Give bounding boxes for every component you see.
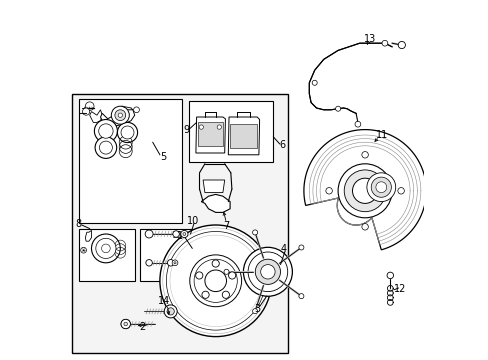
Circle shape — [354, 121, 360, 127]
Circle shape — [352, 178, 377, 203]
Bar — [79, 99, 181, 223]
Polygon shape — [303, 130, 426, 250]
Circle shape — [91, 234, 120, 263]
Bar — [79, 229, 134, 281]
Bar — [188, 101, 273, 162]
Circle shape — [164, 305, 177, 318]
Circle shape — [81, 247, 86, 253]
Text: 14: 14 — [158, 296, 170, 306]
Circle shape — [117, 122, 137, 143]
Circle shape — [252, 230, 257, 235]
Text: 4: 4 — [280, 244, 286, 254]
Circle shape — [344, 170, 385, 212]
Circle shape — [195, 272, 203, 279]
Circle shape — [96, 238, 116, 258]
Circle shape — [361, 152, 367, 158]
Text: 5: 5 — [160, 152, 166, 162]
Circle shape — [189, 255, 241, 307]
Text: 10: 10 — [187, 216, 199, 226]
Circle shape — [199, 125, 203, 129]
Text: 12: 12 — [393, 284, 406, 294]
Circle shape — [335, 106, 340, 111]
Circle shape — [397, 41, 405, 49]
Text: 6: 6 — [279, 140, 285, 150]
Circle shape — [252, 309, 257, 314]
Circle shape — [99, 141, 112, 154]
Circle shape — [386, 272, 393, 279]
Circle shape — [172, 260, 178, 266]
Circle shape — [121, 126, 134, 139]
Circle shape — [167, 260, 174, 266]
Circle shape — [172, 231, 179, 237]
Polygon shape — [85, 230, 91, 241]
Circle shape — [337, 164, 391, 218]
Circle shape — [381, 40, 387, 46]
Text: 2: 2 — [139, 322, 145, 332]
Circle shape — [298, 294, 303, 299]
Circle shape — [202, 291, 209, 298]
Circle shape — [204, 270, 226, 292]
Polygon shape — [89, 110, 102, 122]
Circle shape — [194, 259, 237, 302]
Polygon shape — [101, 110, 134, 126]
Circle shape — [145, 260, 152, 266]
Polygon shape — [203, 180, 224, 193]
Circle shape — [222, 291, 229, 298]
Circle shape — [375, 182, 386, 193]
Circle shape — [228, 272, 235, 279]
Circle shape — [145, 230, 153, 238]
Circle shape — [174, 262, 176, 264]
Circle shape — [118, 113, 122, 117]
Circle shape — [247, 252, 287, 292]
Polygon shape — [201, 194, 230, 212]
Bar — [72, 94, 287, 353]
Circle shape — [217, 125, 221, 129]
Circle shape — [121, 319, 130, 329]
Circle shape — [111, 106, 129, 124]
Text: 11: 11 — [375, 130, 387, 140]
Circle shape — [167, 308, 174, 315]
Circle shape — [123, 322, 127, 326]
Circle shape — [325, 188, 332, 194]
Circle shape — [361, 224, 367, 230]
Circle shape — [183, 233, 185, 235]
Bar — [230, 124, 256, 148]
Text: 3: 3 — [254, 304, 261, 314]
Circle shape — [255, 259, 280, 284]
Text: 8: 8 — [75, 219, 81, 229]
Circle shape — [366, 173, 395, 202]
Text: 13: 13 — [363, 33, 375, 44]
Text: 7: 7 — [223, 221, 229, 231]
Circle shape — [212, 260, 219, 267]
Circle shape — [133, 107, 139, 113]
Bar — [140, 229, 196, 281]
Polygon shape — [228, 117, 259, 155]
Bar — [197, 122, 223, 146]
Circle shape — [298, 245, 303, 250]
Circle shape — [243, 247, 292, 296]
Circle shape — [95, 137, 117, 158]
Circle shape — [311, 80, 317, 85]
Circle shape — [260, 265, 275, 279]
Circle shape — [160, 225, 271, 337]
Circle shape — [181, 230, 187, 238]
Circle shape — [224, 269, 228, 274]
Text: 1: 1 — [176, 231, 183, 241]
Circle shape — [370, 177, 390, 197]
Text: 9: 9 — [183, 125, 189, 135]
Circle shape — [121, 319, 130, 329]
Polygon shape — [196, 117, 225, 153]
Circle shape — [397, 188, 404, 194]
Circle shape — [94, 120, 117, 143]
Circle shape — [102, 244, 110, 253]
Circle shape — [99, 124, 113, 138]
Circle shape — [115, 110, 125, 121]
Circle shape — [82, 108, 89, 115]
Circle shape — [85, 102, 94, 111]
